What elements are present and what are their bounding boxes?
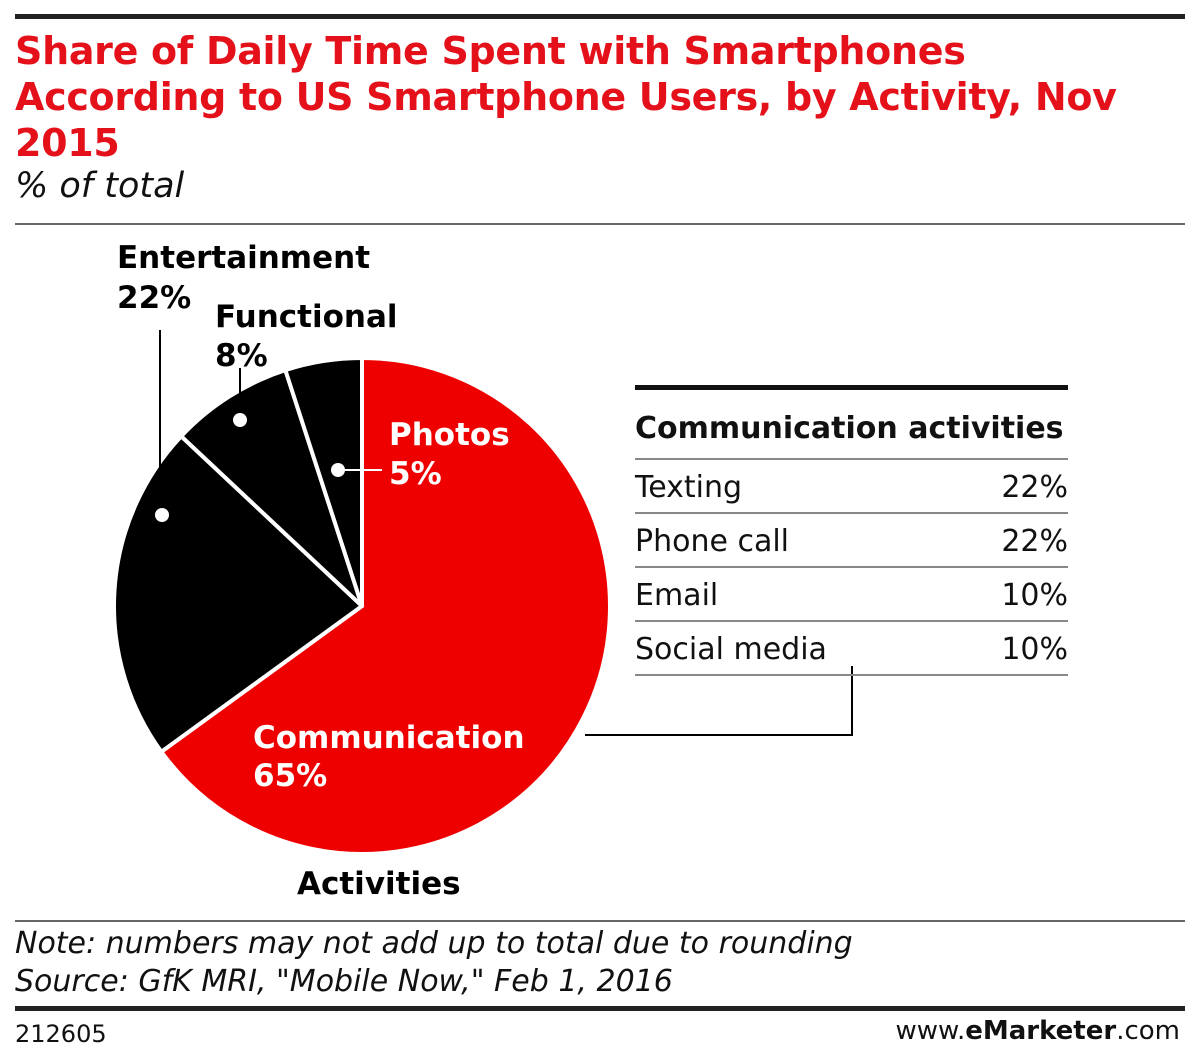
label-entertainment: Entertainment [117,240,370,276]
pie-slices [112,356,612,856]
page-title: Share of Daily Time Spent with Smartphon… [15,29,1117,165]
row-label: Phone call [635,524,790,559]
table-top-rule [635,385,1068,390]
leader-lines [155,330,853,736]
row-label: Social media [635,632,827,667]
brand-prefix: www. [895,1016,966,1046]
slice-photos [283,356,364,608]
page-subtitle: % of total [15,166,185,206]
footer-divider [15,920,1185,922]
table-title: Communication activities [635,390,1068,460]
brand-suffix: .com [1116,1016,1180,1046]
row-value: 10% [1001,632,1068,667]
label-functional: Functional [215,299,398,335]
photos-leader-dot [331,463,345,477]
slice-labels: Entertainment 22% Functional 8% Photos 5… [117,240,525,902]
brand-link[interactable]: www.eMarketer.com [896,1016,1180,1046]
chart-id: 212605 [15,1020,107,1048]
functional-leader-dot [233,413,247,427]
value-functional: 8% [215,338,268,374]
slice-communication [159,356,612,856]
slice-entertainment [112,434,364,754]
top-rule [15,14,1185,19]
value-communication: 65% [253,758,327,794]
footer-notes: Note: numbers may not add up to total du… [15,925,853,1001]
row-value: 10% [1001,578,1068,613]
communication-breakdown-table: Communication activities Texting 22% Pho… [635,385,1068,676]
row-label: Email [635,578,719,613]
table-row: Texting 22% [635,460,1068,514]
brand-name: eMarketer [965,1016,1117,1046]
row-value: 22% [1001,470,1068,505]
footnote: Note: numbers may not add up to total du… [15,926,853,961]
source-line: Source: GfK MRI, "Mobile Now," Feb 1, 20… [15,964,673,999]
x-axis-label: Activities [297,866,461,902]
table-row: Social media 10% [635,622,1068,676]
slice-functional [179,368,364,608]
row-value: 22% [1001,524,1068,559]
entertainment-leader-dot [155,508,169,522]
table-row: Email 10% [635,568,1068,622]
value-entertainment: 22% [117,280,191,316]
label-communication: Communication [253,720,525,756]
table-row: Phone call 22% [635,514,1068,568]
header-divider [15,223,1185,225]
breakdown-bracket [585,666,853,736]
row-label: Texting [635,470,743,505]
bottom-rule [15,1006,1185,1011]
value-photos: 5% [389,456,442,492]
label-photos: Photos [389,417,510,453]
